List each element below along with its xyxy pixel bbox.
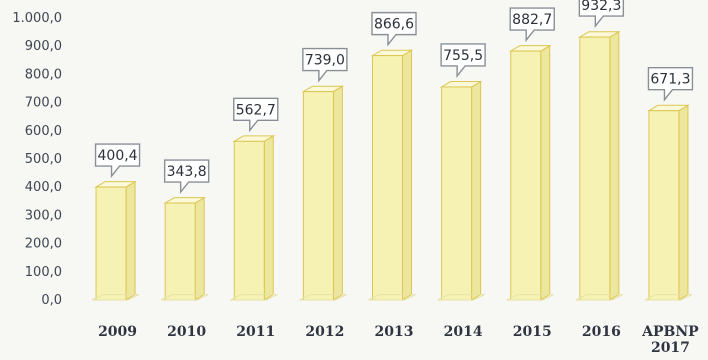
bar-front — [302, 91, 334, 301]
data-label: 755,5 — [440, 43, 486, 78]
data-label: 671,3 — [647, 66, 694, 102]
y-tick-label: 800,0 — [25, 67, 62, 82]
data-label-text: 932,3 — [581, 0, 621, 14]
data-label-box — [233, 97, 279, 133]
data-label-box — [371, 11, 417, 47]
y-tick-label: 400,0 — [25, 180, 62, 195]
data-label: 739,0 — [302, 47, 348, 83]
bar: 343,8 — [160, 159, 210, 301]
y-tick-label: 900,0 — [25, 39, 62, 54]
y-tick-label: 200,0 — [25, 237, 62, 252]
bar-front — [579, 36, 611, 301]
x-tick-label: 2012 — [305, 324, 344, 340]
data-label: 866,6 — [371, 11, 417, 47]
bar-side — [194, 196, 205, 301]
data-label-text: 866,6 — [374, 17, 414, 33]
bar-base — [160, 294, 209, 301]
x-tick-label: APBNP 2017 — [641, 324, 699, 356]
bar-base — [575, 294, 624, 301]
data-label-text: 400,4 — [98, 148, 138, 164]
data-label-box — [302, 47, 348, 83]
bar-front — [648, 110, 680, 301]
y-tick-label: 100,0 — [25, 265, 62, 280]
data-label-text: 882,7 — [512, 12, 552, 28]
data-label-text: 739,0 — [305, 53, 345, 69]
data-label-box — [94, 143, 141, 179]
bar-side — [263, 135, 274, 301]
x-tick-label: 2015 — [513, 324, 552, 340]
bars: 400,4 343,8 562,7 739,0 866,6 755,5 882,7 932,3… — [91, 0, 694, 301]
bar-base — [230, 294, 278, 301]
bar-base — [368, 294, 416, 301]
data-label: 932,3 — [578, 0, 625, 29]
y-tick-label: 600,0 — [25, 124, 62, 139]
x-tick-label: 2014 — [444, 324, 483, 340]
bar-side — [332, 85, 343, 301]
data-label-text: 343,8 — [167, 164, 207, 180]
data-label-text: 671,3 — [650, 72, 690, 88]
y-tick-label: 1.000,0 — [12, 11, 62, 26]
bar-base — [437, 294, 485, 301]
y-axis: 0,0 100,0 200,0 300,0 400,0 500,0 600,0 700,0 80… — [12, 11, 62, 308]
bar: 739,0 — [299, 47, 348, 301]
data-label-box — [509, 7, 555, 43]
data-label-text: 562,7 — [236, 102, 276, 118]
bar-side — [125, 180, 136, 301]
data-label-text: 755,5 — [443, 48, 483, 64]
bar: 866,6 — [368, 11, 417, 301]
x-tick-label: 2009 — [98, 324, 137, 340]
bar-base — [91, 294, 140, 301]
bar: 400,4 — [91, 143, 141, 301]
y-tick-label: 500,0 — [25, 152, 62, 167]
bar: 932,3 — [575, 0, 625, 301]
bar: 671,3 — [644, 66, 694, 301]
bar-front — [164, 202, 196, 301]
y-tick-label: 700,0 — [25, 96, 62, 111]
x-tick-label: 2011 — [236, 324, 275, 340]
y-tick-label: 0,0 — [41, 293, 62, 308]
bar-side — [471, 80, 482, 301]
bar-side — [678, 104, 689, 301]
x-tick-label: 2010 — [167, 324, 206, 340]
bar-front — [95, 186, 127, 301]
data-label: 882,7 — [509, 7, 555, 43]
data-label-box — [163, 159, 210, 195]
y-tick-label: 300,0 — [25, 208, 62, 223]
data-label-box — [647, 66, 694, 102]
bar-front — [372, 55, 403, 301]
bar-side — [609, 30, 620, 301]
bar-base — [644, 294, 693, 301]
bar-front — [441, 86, 473, 301]
bar-side — [540, 44, 551, 301]
bar-front — [510, 50, 542, 301]
bar-front — [233, 140, 265, 301]
bar-side — [402, 49, 412, 301]
bar: 562,7 — [230, 97, 279, 301]
bar-base — [299, 294, 347, 301]
data-label: 562,7 — [233, 97, 279, 133]
data-label-box — [440, 43, 486, 78]
data-label: 343,8 — [163, 159, 210, 195]
data-label-box — [578, 0, 625, 29]
x-tick-label: 2013 — [375, 324, 414, 340]
bar: 882,7 — [506, 7, 555, 301]
bar-base — [506, 294, 554, 301]
bar: 755,5 — [437, 43, 486, 301]
data-label: 400,4 — [94, 143, 141, 179]
x-tick-label: 2016 — [582, 324, 621, 340]
x-axis: 2009 2010 2011 2012 2013 2014 2015 2016 APBNP 201… — [98, 324, 699, 356]
